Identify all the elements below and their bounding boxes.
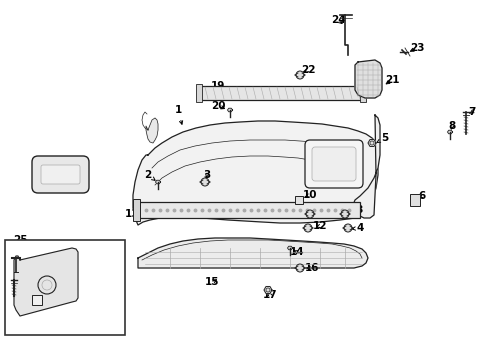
Text: 22: 22 [301, 65, 315, 75]
Bar [360, 84, 366, 102]
FancyBboxPatch shape [32, 156, 89, 193]
Bar [196, 84, 202, 102]
Polygon shape [355, 60, 382, 98]
Text: 5: 5 [376, 133, 389, 143]
FancyBboxPatch shape [41, 165, 80, 184]
Polygon shape [353, 115, 380, 218]
Circle shape [296, 71, 304, 79]
Circle shape [306, 210, 314, 218]
FancyBboxPatch shape [312, 147, 356, 181]
Text: 18: 18 [53, 160, 67, 170]
Text: 13: 13 [350, 205, 364, 215]
Text: 6: 6 [418, 191, 426, 201]
Circle shape [201, 178, 209, 186]
Polygon shape [146, 118, 158, 143]
Polygon shape [155, 180, 161, 184]
Polygon shape [264, 287, 272, 293]
Text: 14: 14 [290, 247, 304, 257]
Text: 25: 25 [13, 235, 27, 248]
Circle shape [296, 264, 304, 272]
Text: 10: 10 [303, 190, 317, 200]
Text: 11: 11 [125, 209, 139, 219]
Polygon shape [447, 130, 452, 134]
Bar [410, 194, 420, 206]
Polygon shape [288, 246, 293, 250]
Text: 23: 23 [410, 43, 424, 53]
Text: 27: 27 [19, 290, 37, 303]
Text: 1: 1 [174, 105, 183, 124]
Text: 12: 12 [313, 221, 327, 231]
Text: 20: 20 [211, 101, 225, 111]
Text: 3: 3 [203, 170, 211, 180]
Bar [5, 240, 125, 335]
Text: 17: 17 [263, 290, 277, 300]
Text: 19: 19 [211, 81, 225, 91]
Polygon shape [368, 140, 376, 147]
Bar [200, 86, 362, 100]
Text: 8: 8 [448, 121, 456, 131]
Text: 21: 21 [385, 75, 399, 85]
Text: 26: 26 [19, 248, 33, 258]
Bar [295, 196, 303, 204]
Circle shape [344, 224, 352, 232]
Polygon shape [14, 248, 78, 316]
Polygon shape [227, 108, 232, 112]
Polygon shape [138, 238, 368, 268]
FancyBboxPatch shape [305, 140, 363, 188]
Text: 16: 16 [305, 263, 319, 273]
Text: 9: 9 [317, 205, 323, 215]
Polygon shape [133, 121, 378, 225]
Bar [133, 199, 140, 221]
Text: 15: 15 [205, 277, 219, 287]
Circle shape [341, 210, 349, 218]
Bar [138, 202, 360, 218]
Bar [32, 295, 42, 305]
Text: 7: 7 [468, 107, 476, 117]
Text: 24: 24 [331, 15, 345, 25]
Text: 2: 2 [145, 170, 155, 180]
Text: 4: 4 [352, 223, 364, 233]
Circle shape [304, 224, 312, 232]
